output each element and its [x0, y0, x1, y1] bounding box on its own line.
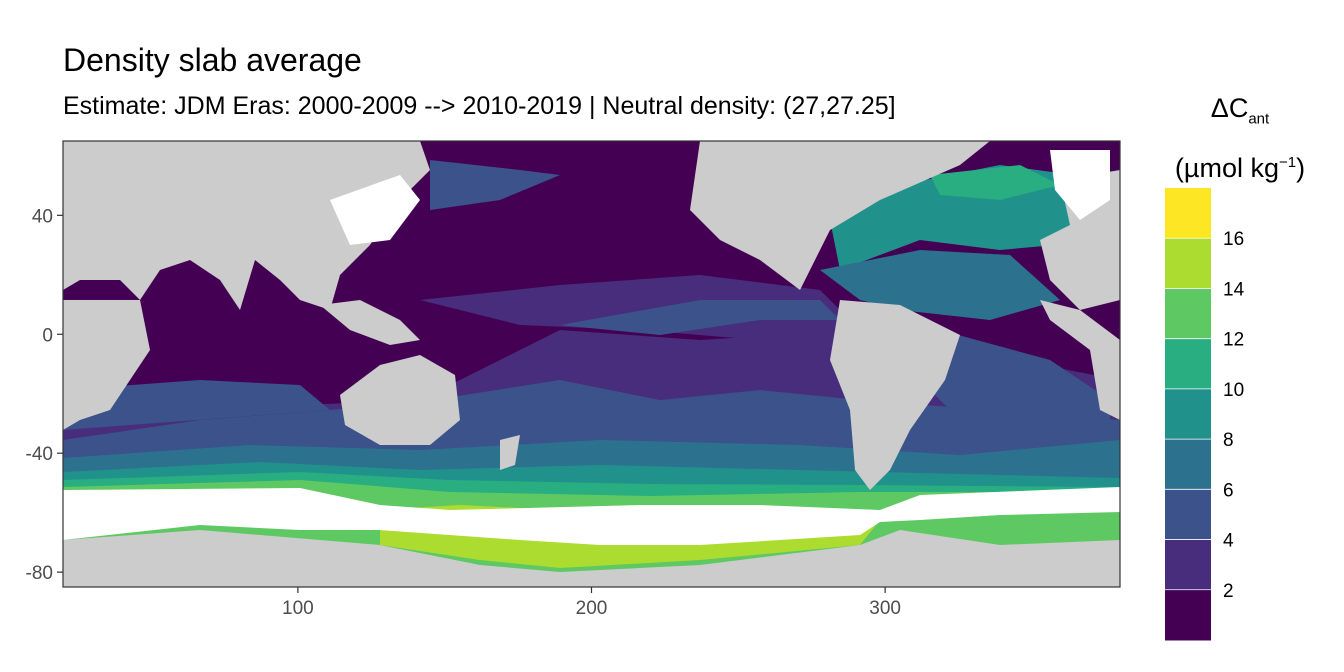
x-tick-label: 100: [282, 598, 314, 619]
antarctic-ice-no-data: [63, 487, 1120, 545]
legend-label: 16: [1223, 229, 1244, 250]
legend-label: 14: [1223, 279, 1245, 300]
australia-land: [340, 355, 460, 445]
map-layers: [63, 141, 1120, 587]
atlantic-subtropics: [820, 250, 1060, 320]
y-axis: 40 0 -40 -80: [26, 206, 63, 584]
chart-title: Density slab average: [63, 42, 362, 78]
legend-label: 8: [1223, 430, 1234, 451]
legend-swatch: [1165, 388, 1211, 440]
legend-symbol: ΔCant: [1210, 93, 1270, 128]
no-data-areas: [63, 150, 1120, 545]
y-tick-label: -40: [26, 444, 53, 465]
x-axis: 100 200 300: [282, 587, 901, 619]
asia-land: [63, 141, 430, 310]
arctic-no-data: [1050, 150, 1110, 220]
legend-label: 4: [1223, 531, 1234, 552]
legend-title: ΔCant (µmol kg−1): [1150, 86, 1330, 190]
south-atlantic: [920, 330, 1110, 420]
legend-swatch: [1165, 188, 1211, 239]
north-america-land: [690, 141, 990, 290]
y-tick-label: 0: [42, 325, 53, 346]
chart-subtitle: Estimate: JDM Eras: 2000-2009 --> 2010-2…: [63, 92, 896, 120]
legend-swatch: [1165, 439, 1211, 490]
north-atlantic-core: [930, 165, 1060, 200]
x-tick-label: 200: [576, 598, 608, 619]
legend-label: 2: [1223, 581, 1234, 602]
south-america-land: [830, 300, 960, 490]
legend-swatch: [1165, 539, 1211, 591]
legend-label: 12: [1223, 330, 1244, 351]
y-tick-label: 40: [32, 206, 53, 227]
maritime-continent: [320, 300, 420, 345]
x-tick-label: 300: [869, 598, 901, 619]
legend-unit: (µmol kg−1): [1174, 153, 1306, 184]
legend-swatch: [1165, 288, 1211, 340]
legend-label: 10: [1223, 380, 1244, 401]
west-africa-land: [1040, 300, 1120, 420]
new-zealand-land: [500, 435, 520, 470]
equatorial-pacific-band: [420, 275, 860, 340]
africa-land: [63, 300, 150, 430]
pacific-tongue: [560, 300, 840, 335]
legend-label: 6: [1223, 480, 1234, 501]
legend-swatch: [1165, 589, 1211, 641]
east-asia-no-data: [330, 175, 420, 245]
legend-swatch: [1165, 238, 1211, 289]
legend-swatch: [1165, 338, 1211, 390]
north-pacific-rim: [430, 160, 560, 210]
legend-swatch: [1165, 489, 1211, 541]
indian-south-band: [63, 380, 330, 430]
legend-colorbar: 16 14 12 10 8 6 4 2: [1165, 188, 1245, 641]
y-tick-label: -80: [26, 563, 53, 584]
land: [63, 141, 1120, 587]
antarctica-land: [63, 530, 1120, 587]
